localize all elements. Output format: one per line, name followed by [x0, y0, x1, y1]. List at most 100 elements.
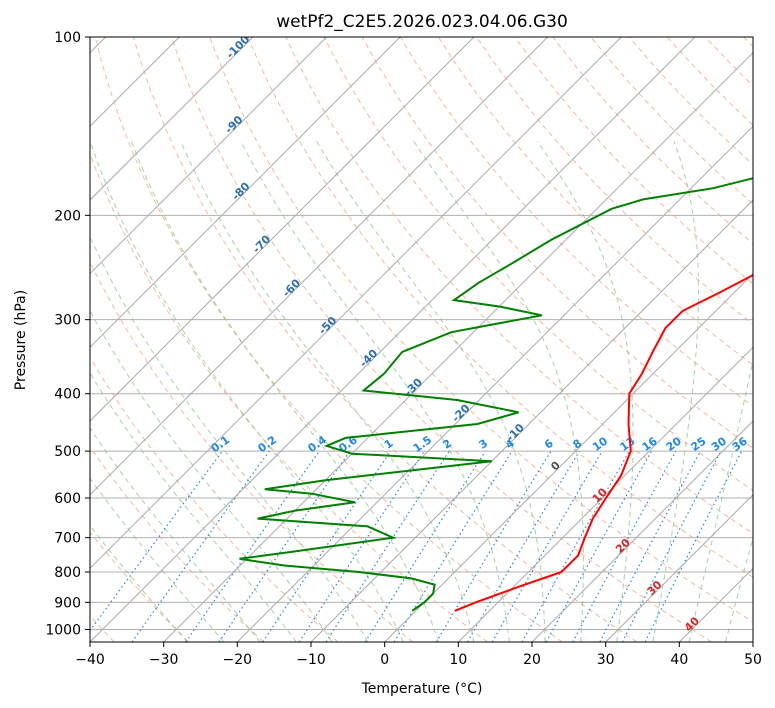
mixing-ratio-line	[298, 450, 425, 642]
isotherm-line	[90, 37, 254, 201]
mixing-ratio-line	[644, 450, 743, 642]
y-axis-ticks: 100 200 300 400 500 600 700 800 900 1000	[45, 30, 90, 638]
x-tick-label: 50	[744, 652, 762, 668]
dry-adiabat	[552, 37, 753, 245]
isotherm-line	[163, 51, 753, 642]
mixing-ratio-line	[545, 450, 653, 642]
adiabat-label: 30	[645, 578, 665, 598]
moist-adiabat	[180, 141, 475, 642]
moist-adiabat	[240, 141, 510, 642]
mixing-ratio-line	[185, 450, 320, 642]
moist-adiabat	[90, 235, 369, 642]
isotherm-line	[310, 199, 753, 642]
dry-adiabat	[171, 37, 712, 642]
plot-frame	[89, 36, 754, 643]
moist-adiabat	[90, 371, 297, 642]
moist-adiabat	[90, 309, 333, 642]
isotherm-line	[236, 125, 753, 642]
moist-adiabat	[413, 141, 584, 642]
y-tick-label: 300	[54, 313, 81, 329]
y-tick-label: 400	[54, 387, 81, 403]
y-tick-label: 700	[54, 531, 81, 547]
dry-adiabat	[90, 152, 488, 642]
y-tick-label: 1000	[45, 622, 81, 638]
mixing-ratio-label: 2	[440, 437, 454, 452]
dry-adiabat	[209, 37, 753, 623]
adiabat-label: -50	[316, 314, 339, 337]
dry-adiabat	[743, 37, 753, 48]
isotherm-line	[678, 567, 753, 642]
isotherm-line	[90, 37, 328, 275]
mixing-ratio-line	[262, 450, 392, 642]
mixing-ratio-label: 1.5	[411, 433, 434, 455]
y-tick-label: 900	[54, 595, 81, 611]
dry-adiabat	[90, 260, 414, 642]
x-tick-label: −20	[223, 652, 253, 668]
isotherm-line	[605, 493, 753, 642]
mixing-ratio-line	[218, 450, 351, 642]
mixing-ratio-line	[325, 450, 450, 642]
mixing-ratio-label: 0.1	[209, 433, 232, 455]
mixing-ratio-line	[572, 450, 677, 642]
x-tick-label: 0	[380, 652, 389, 668]
mixing-ratio-label: 6	[542, 437, 556, 452]
isotherm-line	[90, 37, 549, 496]
x-axis-label: Temperature (°C)	[361, 681, 483, 697]
adiabat-label: -60	[280, 276, 303, 299]
dry-adiabat	[514, 37, 753, 285]
dry-adiabat	[399, 37, 753, 407]
dry-adiabat	[437, 37, 753, 366]
isotherm-line	[531, 420, 753, 642]
x-tick-label: 10	[449, 652, 467, 668]
moist-adiabat	[537, 141, 634, 642]
adiabat-label: 20	[613, 536, 633, 556]
dry-adiabats	[90, 37, 753, 642]
x-tick-label: −10	[296, 652, 326, 668]
mixing-ratio-line	[599, 450, 702, 642]
y-tick-label: 200	[54, 208, 81, 224]
mixing-ratio-label: 0.4	[306, 433, 330, 455]
dry-adiabat	[361, 37, 753, 449]
y-tick-label: 100	[54, 30, 81, 46]
isotherm-line	[457, 346, 753, 642]
y-tick-label: 800	[54, 565, 81, 581]
dry-adiabat	[90, 531, 190, 642]
mixing-ratio-label: 0.2	[256, 433, 279, 455]
isotherm-line	[90, 37, 696, 642]
adiabat-label: -90	[222, 113, 245, 136]
moist-adiabat	[90, 141, 404, 642]
adiabat-label: -70	[250, 232, 273, 255]
temperature-profile-line	[454, 274, 753, 612]
dry-adiabat	[132, 37, 638, 642]
x-axis-ticks: −40 −30 −20 −10 0 10 20 30 40 50	[75, 642, 762, 668]
x-tick-label: 40	[670, 652, 688, 668]
mixing-ratio-line	[90, 450, 223, 632]
moist-adiabat	[131, 141, 439, 642]
adiabat-label: 40	[682, 614, 702, 634]
dry-adiabat	[666, 37, 753, 126]
x-tick-label: −40	[75, 652, 105, 668]
mixing-ratio-line	[393, 450, 513, 642]
mixing-ratio-lines	[90, 450, 743, 642]
y-tick-label: 500	[54, 444, 81, 460]
adiabat-label: -80	[229, 180, 252, 203]
chart-title: wetPf2_C2E5.2026.023.04.06.G30	[276, 12, 568, 32]
moist-adiabat	[90, 477, 225, 642]
y-axis-label: Pressure (hPa)	[13, 290, 29, 390]
isotherm-line	[752, 641, 753, 642]
profile-series	[239, 177, 753, 612]
moist-adiabat	[688, 358, 753, 642]
adiabat-label: -40	[357, 346, 380, 369]
isoline-labels: 0.1 0.2 0.4 0.6 1 1.5 2 3 4 6 8 10 13 16 20 25 30 36-100-…	[209, 37, 750, 634]
mixing-ratio-line	[131, 450, 270, 642]
dry-adiabat	[90, 356, 339, 642]
y-tick-label: 600	[54, 491, 81, 507]
isotherm-line	[90, 37, 401, 349]
mixing-ratio-line	[435, 450, 552, 642]
dry-adiabat	[90, 446, 264, 642]
skewed-isotherms	[90, 37, 753, 642]
mixing-ratio-label: 3	[477, 437, 491, 452]
isotherm-line	[90, 37, 622, 570]
isotherm-line	[384, 272, 753, 642]
